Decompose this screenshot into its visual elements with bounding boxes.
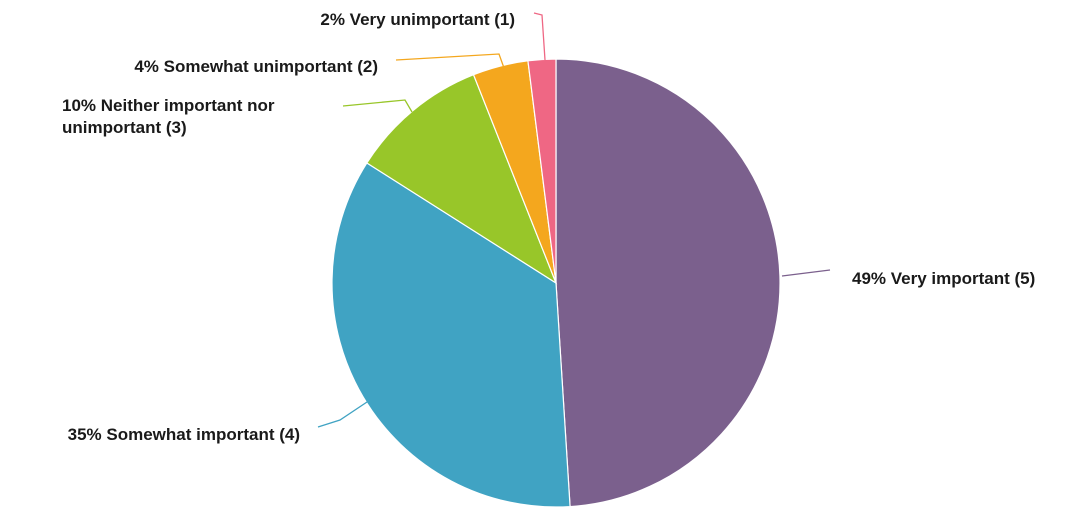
leader-line — [533, 12, 546, 61]
slice-label: 4% Somewhat unimportant (2) — [134, 57, 378, 76]
pie-slice — [331, 162, 571, 508]
pie-slices — [331, 58, 781, 508]
slice-label: 35% Somewhat important (4) — [68, 425, 300, 444]
slice-label: 10% Neither important nor unimportant (3) — [62, 96, 275, 137]
pie-slice — [555, 58, 781, 508]
leader-line — [317, 399, 371, 428]
slice-labels: 49% Very important (5) 35% Somewhat impor… — [62, 10, 1035, 444]
slice-label: 49% Very important (5) — [852, 269, 1035, 288]
leader-line — [781, 269, 831, 277]
leader-lines — [317, 12, 831, 428]
slice-label: 2% Very unimportant (1) — [320, 10, 515, 29]
leader-line — [395, 53, 505, 69]
pie-slice — [527, 58, 557, 284]
pie-slice — [366, 73, 558, 285]
leader-line — [342, 99, 413, 113]
